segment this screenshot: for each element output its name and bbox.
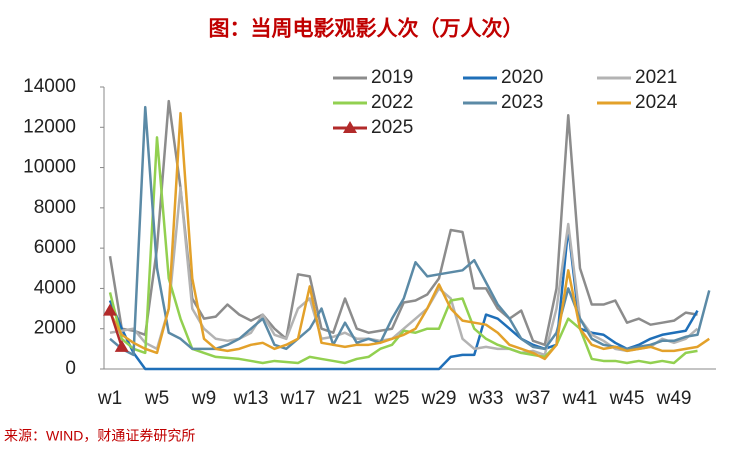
y-tick-label: 12000 [23,116,76,137]
legend-label: 2019 [371,67,413,88]
y-tick-label: 8000 [34,197,76,218]
y-tick-label: 10000 [23,157,76,178]
x-tick-label: w29 [421,388,457,409]
series-line [109,105,711,357]
legend-label: 2025 [371,117,413,138]
x-tick-label: w17 [280,388,316,409]
x-tick-label: w21 [327,388,363,409]
y-tick-label: 2000 [34,318,76,339]
legend-label: 2021 [635,67,677,88]
series-marker [103,303,117,316]
x-tick-label: w49 [656,388,692,409]
series-line [108,136,698,365]
series-marker [114,339,129,352]
x-tick-label: w13 [233,388,269,409]
x-tick-label: w33 [468,388,504,409]
series-line [108,226,699,371]
x-tick-label: w9 [191,388,216,409]
x-tick-label: w45 [609,388,645,409]
legend-label: 2020 [501,67,543,88]
x-tick-label: w1 [97,388,122,409]
legend-label: 2022 [371,92,413,113]
y-tick-label: 0 [65,358,76,379]
x-tick-label: w25 [374,388,410,409]
y-tick-label: 4000 [34,277,76,298]
x-tick-label: w37 [515,388,551,409]
series-line [109,186,699,357]
series-line [108,99,698,347]
legend-marker [343,121,357,133]
source: 来源：WIND，财通证券研究所 [4,428,195,444]
x-tick-label: w5 [144,388,169,409]
legend-label: 2024 [635,92,678,113]
chart-title: 图：当周电影观影人次（万人次） [209,17,524,41]
series-line [108,111,710,361]
y-tick-label: 6000 [34,237,76,258]
series-line [108,310,123,348]
x-tick-label: w41 [562,388,598,409]
legend-label: 2023 [501,92,543,113]
y-tick-label: 14000 [23,76,76,97]
